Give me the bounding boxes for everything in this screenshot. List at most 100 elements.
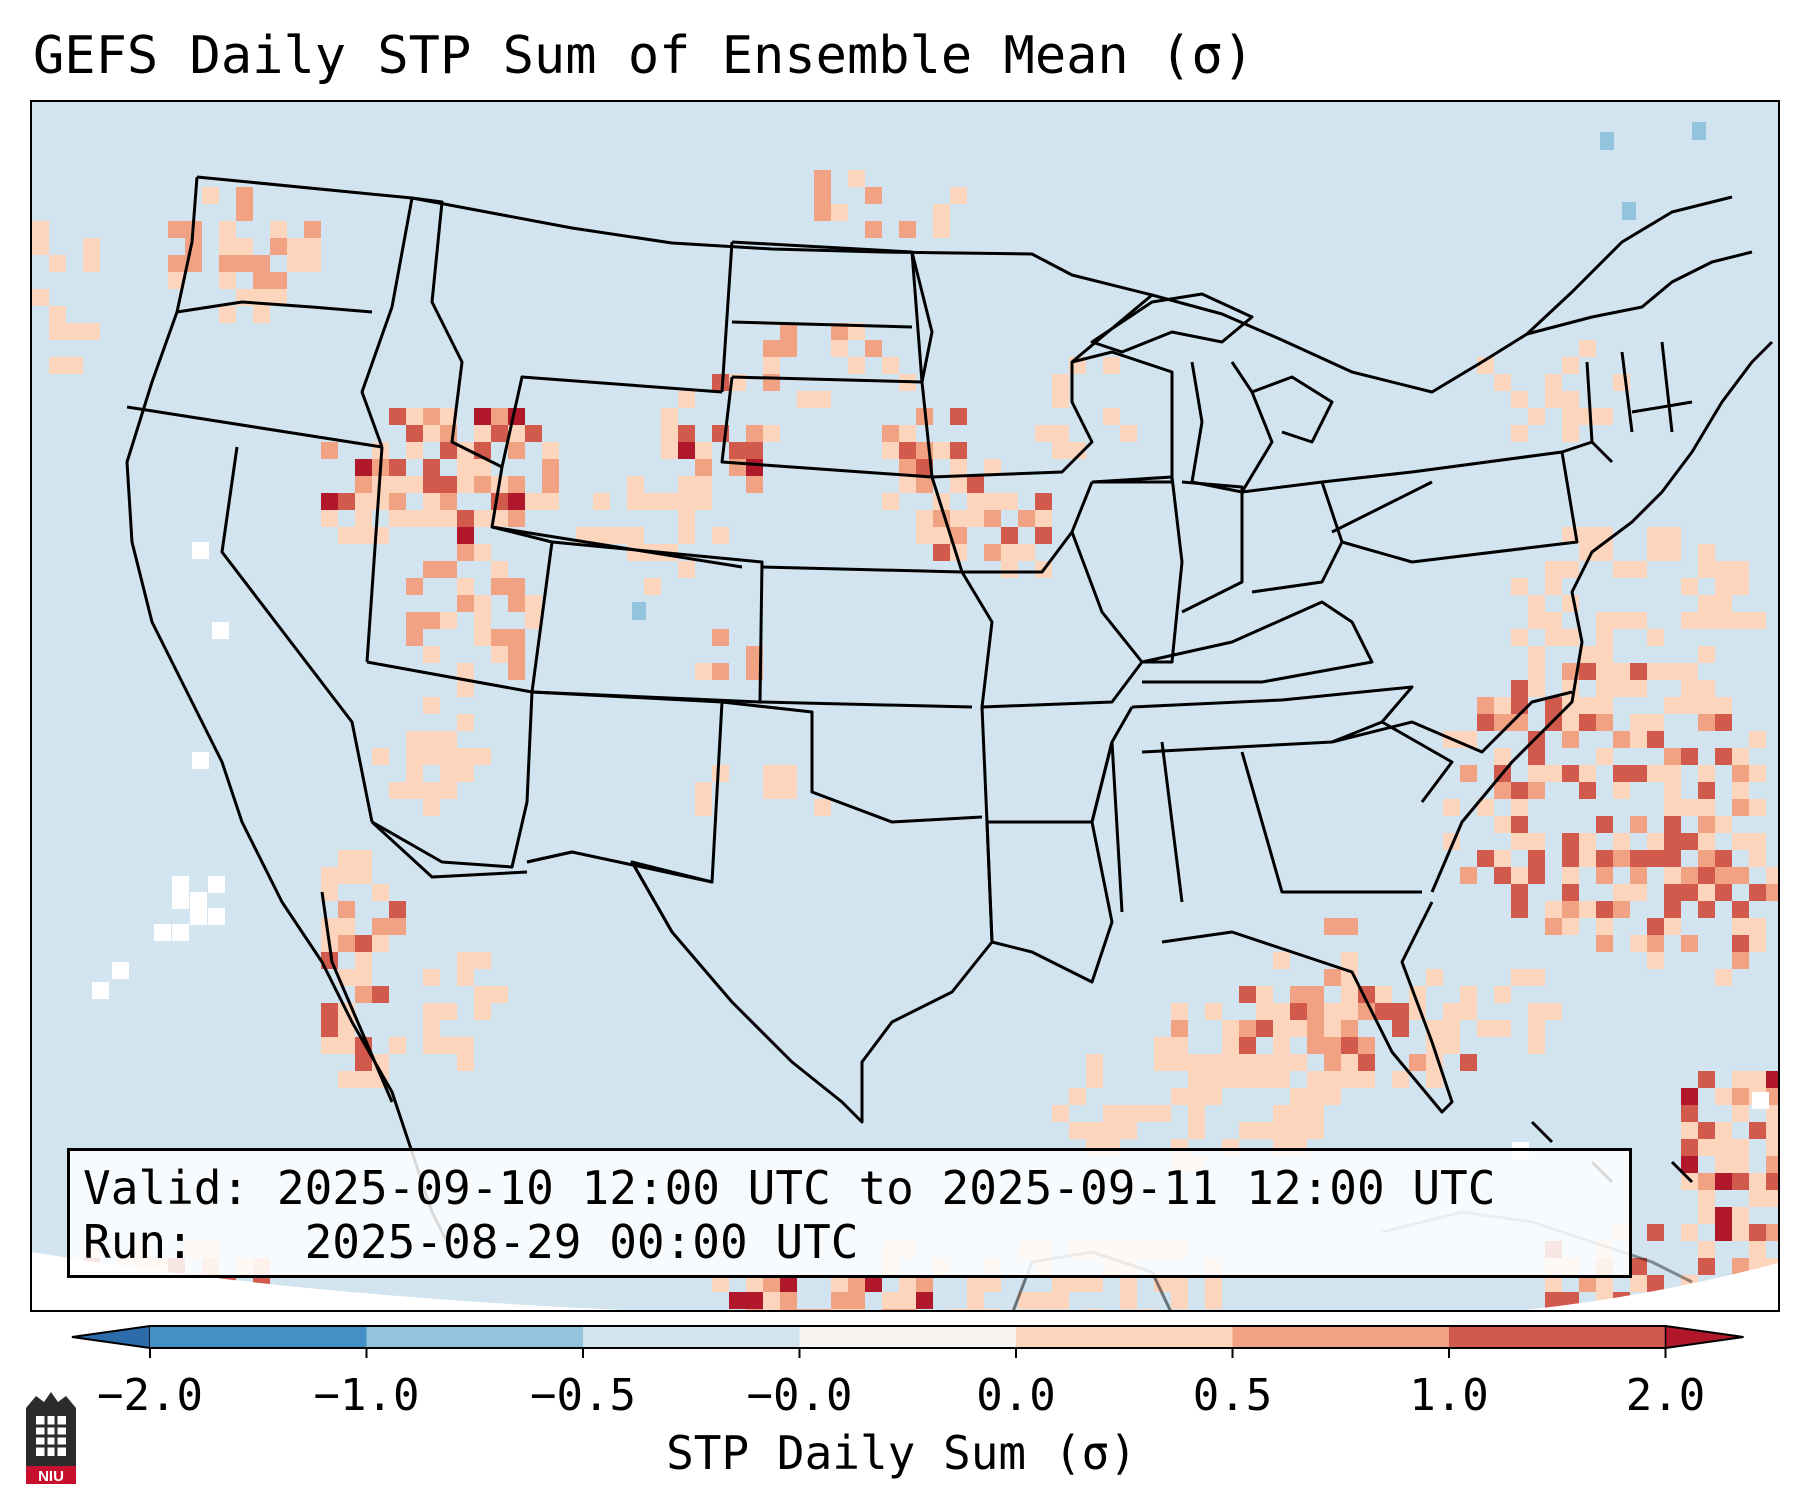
stp-cell: [1222, 1054, 1239, 1071]
stp-cell: [712, 1275, 729, 1292]
stp-cell: [814, 187, 831, 204]
stp-cell: [950, 527, 967, 544]
stp-cell: [1358, 1054, 1375, 1071]
stp-cell: [372, 935, 389, 952]
stp-cell: [1545, 578, 1562, 595]
stp-cell: [457, 765, 474, 782]
stp-cell: [1001, 527, 1018, 544]
stp-cell: [1647, 765, 1664, 782]
stp-cell: [865, 187, 882, 204]
stp-cell: [1137, 1309, 1154, 1310]
stp-cell: [1752, 1092, 1769, 1109]
stp-cell: [474, 408, 491, 425]
stp-cell: [1511, 578, 1528, 595]
stp-cell: [1341, 1071, 1358, 1088]
stp-cell: [1205, 1054, 1222, 1071]
stp-cell: [1154, 1105, 1171, 1122]
dakota-border: [731, 240, 924, 384]
stp-cell: [1307, 1088, 1324, 1105]
state-boundaries-layer: [125, 175, 1774, 1310]
stp-cell: [831, 323, 848, 340]
stp-cell: [882, 493, 899, 510]
stp-cell: [1681, 799, 1698, 816]
stp-cell: [542, 459, 559, 476]
stp-cell: [1290, 1122, 1307, 1139]
stp-cell: [1256, 1003, 1273, 1020]
stp-cell: [423, 561, 440, 578]
stp-cell: [950, 1309, 967, 1310]
stp-cell: [1494, 867, 1511, 884]
colorbar-segment: [1232, 1326, 1450, 1348]
stp-cell: [338, 1037, 355, 1054]
stp-cell: [763, 1275, 780, 1292]
stp-cell: [440, 493, 457, 510]
stp-cell: [661, 408, 678, 425]
stp-cell: [627, 476, 644, 493]
stp-cell: [1698, 1139, 1715, 1156]
stp-cell: [1069, 1275, 1086, 1292]
stp-cell: [1647, 1224, 1664, 1241]
stp-cell: [1018, 544, 1035, 561]
valid-value: 2025-09-10 12:00 UTC to 2025-09-11 12:00…: [276, 1161, 1496, 1215]
us-canada-border-east: [1526, 250, 1753, 336]
stp-cell: [882, 442, 899, 459]
stp-cell: [1715, 1088, 1732, 1105]
stp-cell: [1375, 986, 1392, 1003]
stp-cell: [1171, 1003, 1188, 1020]
stp-cell: [508, 646, 525, 663]
stp-cell: [1188, 1122, 1205, 1139]
stp-cell: [1630, 935, 1647, 952]
stp-cell: [950, 510, 967, 527]
stp-cell: [1511, 425, 1528, 442]
stp-cell: [440, 612, 457, 629]
colorbar-segment: [799, 1326, 1017, 1348]
stp-cell: [372, 918, 389, 935]
stp-cell: [1715, 1139, 1732, 1156]
stp-cell: [644, 578, 661, 595]
stp-cell: [1222, 1071, 1239, 1088]
stp-cell: [1630, 867, 1647, 884]
stp-cell: [831, 1309, 848, 1310]
stp-cell: [1511, 969, 1528, 986]
idaho-border: [411, 196, 503, 469]
stp-cell: [321, 867, 338, 884]
stp-cell: [1732, 799, 1749, 816]
stp-cell: [1664, 884, 1681, 901]
stp-cell: [1528, 1037, 1545, 1054]
stp-cell: [491, 493, 508, 510]
stp-cell: [423, 1020, 440, 1037]
stp-cell: [1630, 561, 1647, 578]
stp-cell: [831, 204, 848, 221]
stp-cell: [1511, 884, 1528, 901]
stp-cell: [933, 204, 950, 221]
stp-cell: [192, 542, 209, 559]
stp-cell: [1579, 765, 1596, 782]
stp-cell: [1692, 122, 1706, 140]
stp-cell: [1596, 408, 1613, 425]
stp-cell: [899, 459, 916, 476]
stp-cell: [1103, 1105, 1120, 1122]
stp-cell: [1715, 969, 1732, 986]
stp-cell: [1630, 714, 1647, 731]
stp-cell: [1613, 663, 1630, 680]
illinois-border: [1091, 475, 1184, 664]
stp-cell: [406, 476, 423, 493]
stp-cell: [1732, 1088, 1749, 1105]
stp-cell: [1732, 1224, 1749, 1241]
stp-cell: [474, 476, 491, 493]
run-value: 2025-08-29 00:00 UTC: [304, 1215, 859, 1269]
stp-cell: [610, 527, 627, 544]
stp-cell: [984, 544, 1001, 561]
stp-cell: [1681, 680, 1698, 697]
stp-cell: [1766, 1156, 1778, 1173]
tennessee-border: [1131, 685, 1414, 754]
stp-cell: [1290, 986, 1307, 1003]
stp-cell: [1664, 527, 1681, 544]
stp-cell: [406, 425, 423, 442]
stp-cell: [1579, 714, 1596, 731]
lake-superior: [1090, 292, 1254, 354]
stp-cell: [1205, 1003, 1222, 1020]
us-canada-border: [196, 175, 1283, 342]
stp-cell: [1647, 731, 1664, 748]
stp-cell: [950, 459, 967, 476]
